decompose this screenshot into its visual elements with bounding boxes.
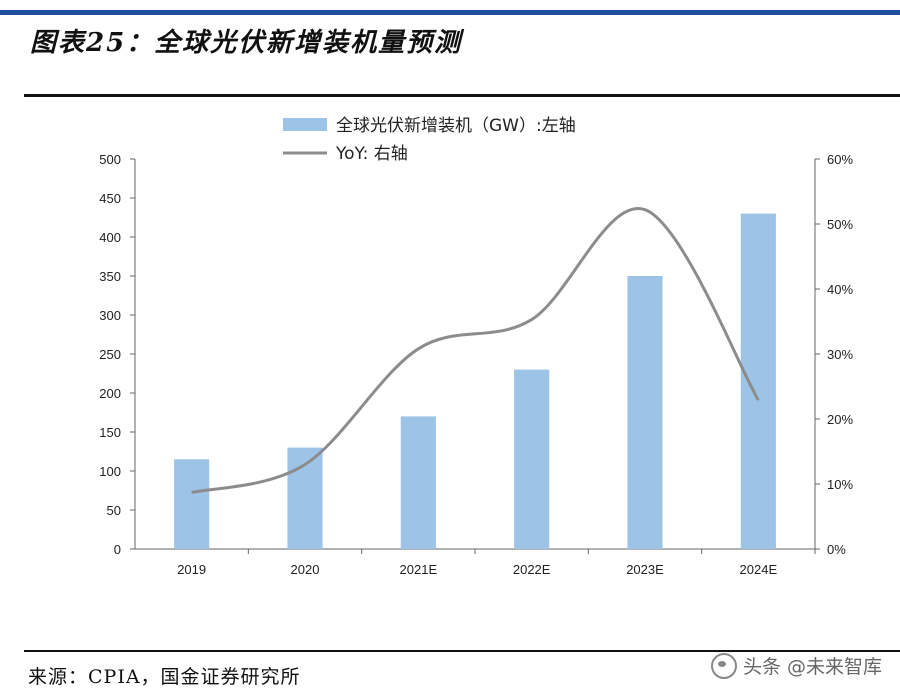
y-right-tick-label: 0%: [827, 542, 846, 557]
y-left-tick-label: 400: [99, 230, 121, 245]
x-tick-label: 2022E: [513, 562, 551, 577]
y-left-tick-label: 0: [114, 542, 121, 557]
y-right-tick-label: 50%: [827, 217, 853, 232]
y-left-tick-label: 500: [99, 152, 121, 167]
yoy-series: [191, 207, 760, 494]
top-accent-rule: [0, 10, 900, 15]
bar: [627, 276, 663, 549]
x-tick-label: 2019: [177, 562, 206, 577]
x-tick-label: 2021E: [400, 562, 438, 577]
watermark-label: 头条 @未来智库: [742, 656, 882, 678]
y-left-tick-label: 150: [99, 425, 121, 440]
bar: [514, 369, 550, 549]
y-left-tick-label: 300: [99, 308, 121, 323]
bar: [174, 459, 210, 549]
legend: 全球光伏新增装机（GW）:左轴 YoY: 右轴: [283, 116, 576, 164]
bar-series: [174, 213, 776, 549]
y-left-tick-label: 250: [99, 347, 121, 362]
y-left-tick-label: 50: [107, 503, 121, 518]
x-tick-label: 2024E: [740, 562, 778, 577]
axes: 0 50 100 150 200 250 300 350 400 450 500 0% 10% 20% 30…: [99, 152, 853, 577]
bar: [740, 213, 776, 549]
legend-bar-label: 全球光伏新增装机（GW）:左轴: [336, 116, 576, 136]
y-right-tick-label: 10%: [827, 477, 853, 492]
bar: [400, 416, 436, 549]
y-right-tick-label: 60%: [827, 152, 853, 167]
x-tick-label: 2020: [291, 562, 320, 577]
y-right-tick-label: 30%: [827, 347, 853, 362]
chart-canvas: 全球光伏新增装机（GW）:左轴 YoY: 右轴 0 50 100 150 200 250 30…: [99, 116, 853, 577]
y-left-tick-label: 350: [99, 269, 121, 284]
x-tick-label: 2023E: [626, 562, 664, 577]
title-divider: [24, 94, 900, 97]
watermark: 头条 @未来智库: [710, 652, 882, 679]
wechat-icon: [710, 652, 737, 679]
legend-line-label: YoY: 右轴: [335, 144, 408, 164]
legend-bar-swatch: [283, 118, 327, 131]
y-left-tick-label: 450: [99, 191, 121, 206]
chart-title: 图表25：全球光伏新增装机量预测: [30, 28, 463, 58]
y-right-tick-label: 20%: [827, 412, 853, 427]
y-left-tick-label: 100: [99, 464, 121, 479]
y-right-tick-label: 40%: [827, 282, 853, 297]
source-note: 来源：CPIA，国金证券研究所: [28, 666, 301, 688]
yoy-line: [191, 207, 760, 494]
source-divider: [24, 650, 900, 652]
y-left-tick-label: 200: [99, 386, 121, 401]
